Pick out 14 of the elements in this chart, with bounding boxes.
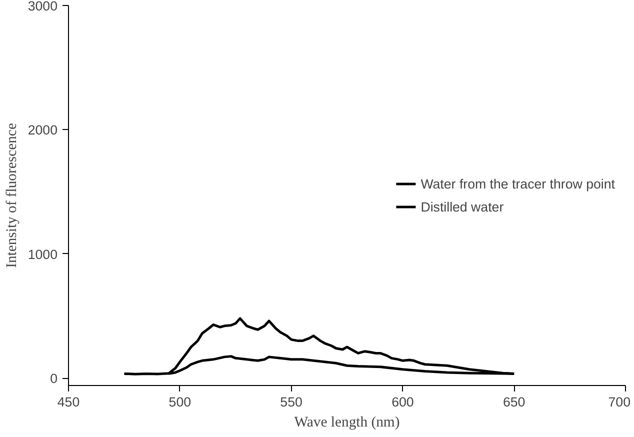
legend-label: Distilled water <box>420 199 504 214</box>
y-tick-label: 3000 <box>28 0 58 14</box>
y-axis-title: Intensity of fluorescence <box>4 123 20 268</box>
legend-label: Water from the tracer throw point <box>420 176 615 191</box>
y-tick-label: 0 <box>50 371 58 386</box>
x-tick-label: 700 <box>608 394 631 410</box>
x-tick-label: 650 <box>502 394 526 410</box>
x-tick-label: 550 <box>280 394 302 410</box>
y-tick-label: 1000 <box>28 246 58 262</box>
x-axis-title: Wave length (nm) <box>294 414 400 430</box>
x-tick-label: 600 <box>392 394 414 410</box>
x-tick-label: 450 <box>57 394 80 410</box>
x-tick-label: 500 <box>168 394 192 410</box>
y-tick-label: 2000 <box>28 122 58 138</box>
